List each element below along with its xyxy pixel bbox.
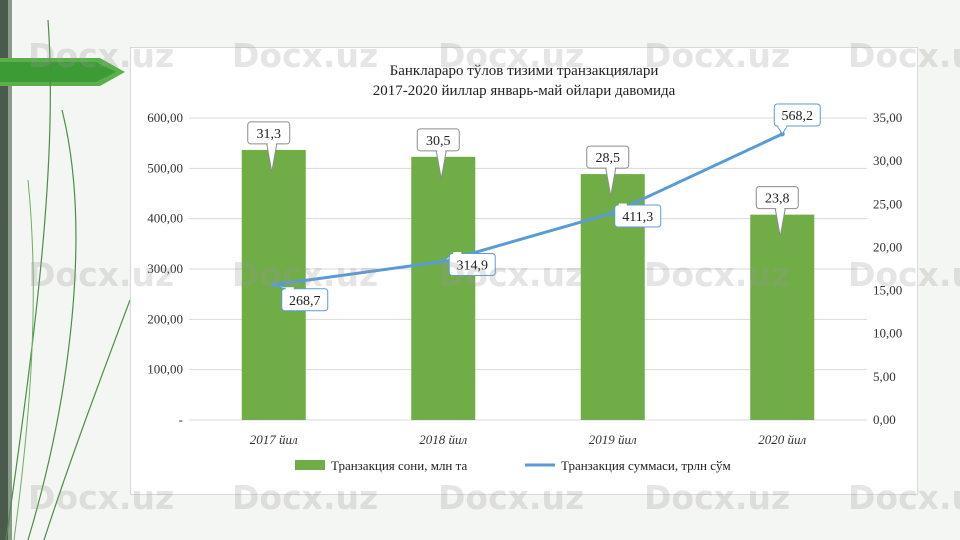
bar-series (241, 149, 815, 420)
legend-label-bar: Транзакция сони, млн та (331, 458, 467, 473)
y-left-tick-label: 400,00 (147, 211, 183, 226)
line-data-label-joint (453, 252, 462, 256)
line-data-label-box (773, 103, 821, 127)
decor-curve (5, 19, 52, 540)
combo-chart: Банклараро тўлов тизими транзакциялари 2… (147, 63, 902, 473)
decor-side-bar (0, 0, 8, 540)
y-left-tick-label: - (179, 412, 183, 427)
y-left-tick-label: 100,00 (147, 362, 183, 377)
legend-swatch-bar (295, 460, 325, 470)
y-right-tick-label: 20,00 (873, 239, 902, 254)
y-right-tick-label: 5,00 (873, 369, 896, 384)
bar (411, 156, 476, 420)
legend-label-line: Транзакция суммаси, трлн сўм (561, 458, 731, 473)
category-label: 2019 йил (589, 432, 637, 447)
line-data-label-joint (618, 203, 627, 207)
chart-subtitle: 2017-2020 йиллар январь-май ойлари давом… (373, 83, 676, 99)
y-right-tick-label: 10,00 (873, 326, 902, 341)
legend: Транзакция сони, млн та Транзакция суммас… (295, 458, 731, 473)
left-axis: - 100,00 200,00 300,00 400,00 500,00 600,00 (147, 110, 183, 427)
bar-data-label-joint (776, 207, 785, 211)
decor-curve (13, 179, 34, 540)
y-right-tick-label: 35,00 (873, 110, 902, 125)
y-left-tick-label: 600,00 (147, 110, 183, 125)
category-axis: 2017 йил 2018 йил 2019 йил 2020 йил (250, 432, 807, 447)
decor-curve (27, 109, 77, 540)
bar-data-label-joint (606, 166, 615, 170)
line-series (271, 131, 785, 288)
left-decoration (0, 0, 131, 540)
decor-side-stripe (8, 0, 12, 540)
right-axis: 0,00 5,00 10,00 15,00 20,00 25,00 30,00 35,00 (873, 110, 902, 427)
category-label: 2017 йил (250, 432, 298, 447)
bar-data-label-joint (437, 149, 446, 153)
line-data-label-joint (778, 124, 787, 128)
decor-arrow-inner (0, 62, 116, 82)
line-data-label-text: 268,7 (289, 294, 321, 309)
y-right-tick-label: 30,00 (873, 153, 902, 168)
line-data-label-box (614, 204, 662, 228)
line-data-label-joint (285, 287, 294, 291)
bar-data-label-joint (267, 142, 276, 146)
line-data-label-box (448, 253, 496, 277)
line-data-label-box (281, 288, 329, 312)
line-data-label-text: 314,9 (457, 259, 489, 274)
bar-data-label-text: 31,3 (257, 127, 282, 142)
line-data-label-text: 411,3 (622, 210, 653, 225)
line-data-label-text: 568,2 (782, 109, 814, 124)
bar-data-label-text: 23,8 (765, 192, 790, 207)
category-label: 2018 йил (419, 432, 467, 447)
bar-data-label-text: 28,5 (596, 151, 621, 166)
y-right-tick-label: 15,00 (873, 283, 902, 298)
y-left-tick-label: 500,00 (147, 160, 183, 175)
bar-data-label-text: 30,5 (426, 134, 451, 149)
y-left-tick-label: 300,00 (147, 261, 183, 276)
category-label: 2020 йил (758, 432, 806, 447)
data-labels: 31,3 30,5 28,5 23,8 268,7 314,9 411,3 568,2 (247, 103, 821, 312)
y-right-tick-label: 0,00 (873, 412, 896, 427)
chart-title: Банклараро тўлов тизими транзакциялари (390, 63, 659, 79)
chart-panel: Банклараро тўлов тизими транзакциялари 2… (130, 47, 918, 495)
bar (750, 214, 815, 420)
decor-curve (43, 299, 131, 540)
y-left-tick-label: 200,00 (147, 311, 183, 326)
series-line (272, 132, 784, 287)
y-right-tick-label: 25,00 (873, 196, 902, 211)
